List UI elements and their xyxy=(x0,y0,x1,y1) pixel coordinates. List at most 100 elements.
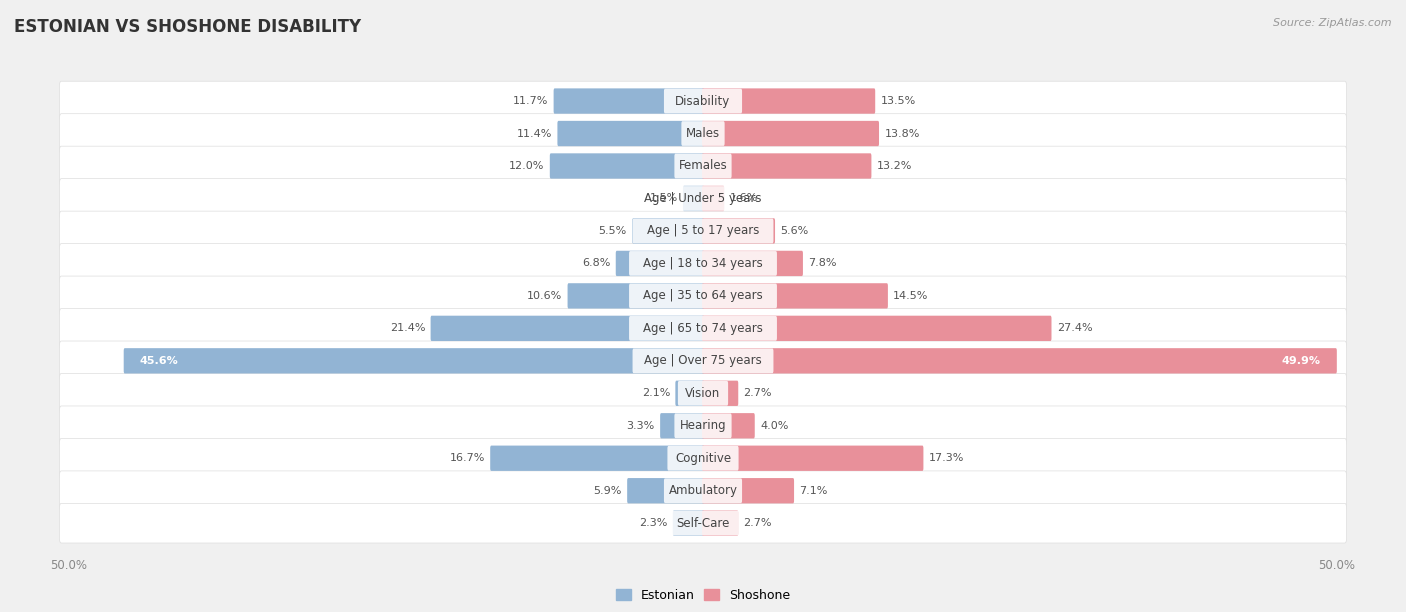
FancyBboxPatch shape xyxy=(668,511,738,536)
FancyBboxPatch shape xyxy=(675,414,731,438)
Text: 2.7%: 2.7% xyxy=(744,518,772,528)
FancyBboxPatch shape xyxy=(702,88,875,114)
FancyBboxPatch shape xyxy=(702,478,794,504)
Text: 45.6%: 45.6% xyxy=(141,356,179,366)
FancyBboxPatch shape xyxy=(59,373,1347,413)
Text: 13.2%: 13.2% xyxy=(877,161,912,171)
FancyBboxPatch shape xyxy=(702,186,724,211)
Text: Vision: Vision xyxy=(685,387,721,400)
Text: 27.4%: 27.4% xyxy=(1057,323,1092,334)
Text: Disability: Disability xyxy=(675,94,731,108)
FancyBboxPatch shape xyxy=(664,89,742,113)
Text: Age | 35 to 64 years: Age | 35 to 64 years xyxy=(643,289,763,302)
FancyBboxPatch shape xyxy=(702,348,1337,373)
FancyBboxPatch shape xyxy=(59,179,1347,218)
FancyBboxPatch shape xyxy=(628,283,778,308)
FancyBboxPatch shape xyxy=(702,446,924,471)
Text: 2.1%: 2.1% xyxy=(641,388,671,398)
FancyBboxPatch shape xyxy=(673,510,704,536)
FancyBboxPatch shape xyxy=(678,381,728,406)
FancyBboxPatch shape xyxy=(668,446,738,471)
FancyBboxPatch shape xyxy=(59,504,1347,543)
FancyBboxPatch shape xyxy=(628,316,778,341)
FancyBboxPatch shape xyxy=(702,381,738,406)
Text: 13.5%: 13.5% xyxy=(880,96,915,106)
FancyBboxPatch shape xyxy=(124,348,704,373)
FancyBboxPatch shape xyxy=(702,218,775,244)
Text: Age | Over 75 years: Age | Over 75 years xyxy=(644,354,762,367)
FancyBboxPatch shape xyxy=(59,81,1347,121)
Text: 17.3%: 17.3% xyxy=(929,453,965,463)
Text: 21.4%: 21.4% xyxy=(389,323,425,334)
Text: Males: Males xyxy=(686,127,720,140)
Text: 11.4%: 11.4% xyxy=(517,129,553,138)
FancyBboxPatch shape xyxy=(616,251,704,276)
FancyBboxPatch shape xyxy=(59,276,1347,316)
FancyBboxPatch shape xyxy=(554,88,704,114)
Text: 10.6%: 10.6% xyxy=(527,291,562,301)
Text: Self-Care: Self-Care xyxy=(676,517,730,530)
FancyBboxPatch shape xyxy=(661,413,704,438)
Legend: Estonian, Shoshone: Estonian, Shoshone xyxy=(616,589,790,602)
FancyBboxPatch shape xyxy=(59,114,1347,154)
FancyBboxPatch shape xyxy=(682,121,724,146)
FancyBboxPatch shape xyxy=(702,413,755,438)
Text: 5.9%: 5.9% xyxy=(593,486,621,496)
Text: 5.5%: 5.5% xyxy=(599,226,627,236)
FancyBboxPatch shape xyxy=(568,283,704,308)
Text: 1.6%: 1.6% xyxy=(730,193,758,203)
Text: Cognitive: Cognitive xyxy=(675,452,731,465)
Text: 14.5%: 14.5% xyxy=(893,291,928,301)
FancyBboxPatch shape xyxy=(59,244,1347,283)
Text: Age | 65 to 74 years: Age | 65 to 74 years xyxy=(643,322,763,335)
Text: Source: ZipAtlas.com: Source: ZipAtlas.com xyxy=(1274,18,1392,28)
FancyBboxPatch shape xyxy=(702,510,738,536)
Text: 13.8%: 13.8% xyxy=(884,129,920,138)
FancyBboxPatch shape xyxy=(702,251,803,276)
Text: Hearing: Hearing xyxy=(679,419,727,432)
Text: ESTONIAN VS SHOSHONE DISABILITY: ESTONIAN VS SHOSHONE DISABILITY xyxy=(14,18,361,36)
Text: 2.3%: 2.3% xyxy=(640,518,668,528)
Text: 16.7%: 16.7% xyxy=(450,453,485,463)
FancyBboxPatch shape xyxy=(59,308,1347,348)
FancyBboxPatch shape xyxy=(702,154,872,179)
Text: 4.0%: 4.0% xyxy=(761,421,789,431)
FancyBboxPatch shape xyxy=(628,251,778,276)
FancyBboxPatch shape xyxy=(430,316,704,341)
FancyBboxPatch shape xyxy=(702,283,889,308)
Text: Ambulatory: Ambulatory xyxy=(668,484,738,497)
FancyBboxPatch shape xyxy=(491,446,704,471)
FancyBboxPatch shape xyxy=(633,218,773,244)
FancyBboxPatch shape xyxy=(633,218,704,244)
FancyBboxPatch shape xyxy=(59,146,1347,186)
Text: 12.0%: 12.0% xyxy=(509,161,544,171)
Text: 49.9%: 49.9% xyxy=(1282,356,1320,366)
FancyBboxPatch shape xyxy=(59,471,1347,510)
FancyBboxPatch shape xyxy=(633,186,773,211)
FancyBboxPatch shape xyxy=(59,438,1347,478)
FancyBboxPatch shape xyxy=(664,479,742,503)
Text: Age | 5 to 17 years: Age | 5 to 17 years xyxy=(647,225,759,237)
Text: 2.7%: 2.7% xyxy=(744,388,772,398)
Text: 5.6%: 5.6% xyxy=(780,226,808,236)
Text: Age | 18 to 34 years: Age | 18 to 34 years xyxy=(643,257,763,270)
FancyBboxPatch shape xyxy=(675,381,704,406)
Text: Females: Females xyxy=(679,160,727,173)
FancyBboxPatch shape xyxy=(557,121,704,146)
Text: 3.3%: 3.3% xyxy=(627,421,655,431)
FancyBboxPatch shape xyxy=(702,316,1052,341)
Text: 11.7%: 11.7% xyxy=(513,96,548,106)
Text: 6.8%: 6.8% xyxy=(582,258,610,269)
FancyBboxPatch shape xyxy=(675,154,731,178)
FancyBboxPatch shape xyxy=(627,478,704,504)
Text: Age | Under 5 years: Age | Under 5 years xyxy=(644,192,762,205)
FancyBboxPatch shape xyxy=(683,186,704,211)
FancyBboxPatch shape xyxy=(550,154,704,179)
FancyBboxPatch shape xyxy=(59,211,1347,251)
FancyBboxPatch shape xyxy=(59,406,1347,446)
FancyBboxPatch shape xyxy=(633,348,773,373)
Text: 7.8%: 7.8% xyxy=(808,258,837,269)
Text: 1.5%: 1.5% xyxy=(650,193,678,203)
FancyBboxPatch shape xyxy=(702,121,879,146)
FancyBboxPatch shape xyxy=(59,341,1347,381)
